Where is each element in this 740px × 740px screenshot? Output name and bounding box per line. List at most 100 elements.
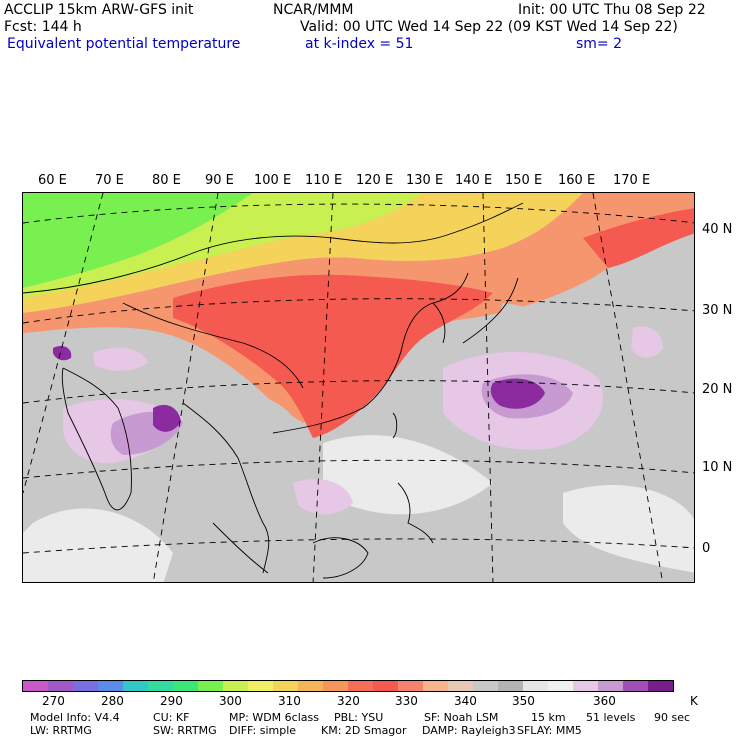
meridian-90e [152, 193, 219, 582]
lon-label: 160 E [558, 173, 596, 188]
model-info-item: SF: Noah LSM [424, 711, 499, 724]
coastlines [23, 202, 524, 579]
neutral-region [581, 298, 694, 413]
model-info-item: CU: KF [153, 711, 190, 724]
colorbar-swatch [198, 681, 223, 691]
model-info-item: Model Info: V4.4 [30, 711, 120, 724]
colorbar [22, 680, 674, 692]
level-index: at k-index = 51 [305, 36, 414, 52]
border-north [23, 202, 524, 294]
lat-label: 10 N [702, 460, 733, 475]
smoothing: sm= 2 [576, 36, 623, 52]
lon-label: 100 E [254, 173, 292, 188]
colorbar-label: 350 [512, 694, 535, 708]
graticule [23, 193, 694, 582]
coastline-taiwan [392, 412, 398, 439]
model-info-item: DAMP: Rayleigh3 [422, 724, 516, 737]
model-info-item: LW: RRTMG [30, 724, 92, 737]
colorbar-swatch [448, 681, 473, 691]
colorbar-label: 340 [454, 694, 477, 708]
lon-label: 130 E [406, 173, 444, 188]
colorbar-swatch [598, 681, 623, 691]
parallel-30n [23, 298, 694, 324]
lat-label: 0 [702, 541, 711, 556]
extreme-region [153, 404, 181, 432]
parallel-40n [23, 203, 694, 224]
coastline-india [61, 367, 132, 511]
colorbar-swatch [298, 681, 323, 691]
pale-region [323, 435, 493, 515]
organization: NCAR/MMM [273, 2, 354, 18]
field-name: Equivalent potential temperature [7, 36, 241, 52]
colorbar-swatch [98, 681, 123, 691]
model-info-item: MP: WDM 6class [229, 711, 319, 724]
humid-region [93, 347, 148, 371]
init-time: Init: 00 UTC Thu 08 Sep 22 [518, 2, 706, 18]
colorbar-swatch [248, 681, 273, 691]
border-tibet [122, 302, 304, 389]
parallel-10n [23, 459, 694, 479]
colorbar-label: K [690, 694, 698, 708]
coastline-borneo [312, 537, 369, 579]
model-info-item: SFLAY: MM5 [517, 724, 582, 737]
pale-region [563, 485, 694, 573]
hot-region [583, 208, 694, 268]
colorbar-label: 290 [160, 694, 183, 708]
neutral-region [340, 519, 483, 582]
lon-label: 110 E [305, 173, 343, 188]
colorbar-swatch [548, 681, 573, 691]
colorbar-swatch [523, 681, 548, 691]
coastline-seasia [182, 402, 270, 574]
parallel-20n [23, 380, 694, 404]
colorbar-swatch [398, 681, 423, 691]
colorbar-swatch [348, 681, 373, 691]
model-info-item: PBL: YSU [334, 711, 384, 724]
lon-label: 140 E [455, 173, 493, 188]
colorbar-swatch [273, 681, 298, 691]
parallel-0 [23, 538, 694, 554]
colorbar-label: 300 [219, 694, 242, 708]
lat-label: 40 N [702, 222, 733, 237]
mild-region [23, 193, 583, 313]
colorbar-label: 270 [42, 694, 65, 708]
colorbar-swatch [23, 681, 48, 691]
colorbar-label: 360 [593, 694, 616, 708]
extreme-region [490, 378, 545, 409]
colorbar-swatch [473, 681, 498, 691]
extreme-region [53, 346, 72, 361]
pale-region [23, 508, 173, 582]
valid-time: Valid: 00 UTC Wed 14 Sep 22 (09 KST Wed … [300, 19, 678, 35]
humid-region [293, 479, 353, 515]
lon-label: 170 E [613, 173, 651, 188]
model-title: ACCLIP 15km ARW-GFS init [4, 2, 194, 18]
colorbar-label: 310 [278, 694, 301, 708]
lat-label: 20 N [702, 382, 733, 397]
hot-region [173, 274, 493, 438]
model-info-item: DIFF: simple [229, 724, 297, 737]
colorbar-swatch [73, 681, 98, 691]
colorbar-swatch [623, 681, 648, 691]
theta-e-map [22, 192, 695, 583]
colorbar-label: 330 [395, 694, 418, 708]
lon-label: 90 E [205, 173, 234, 188]
coastline-sumatra [212, 522, 269, 574]
colorbar-swatch [423, 681, 448, 691]
colorbar-swatch [323, 681, 348, 691]
colorbar-swatch [48, 681, 73, 691]
model-info-item: KM: 2D Smagor [321, 724, 407, 737]
colorbar-label: 280 [101, 694, 124, 708]
neutral-region [213, 392, 304, 582]
model-info-item: 51 levels [586, 711, 636, 724]
colorbar-swatch [148, 681, 173, 691]
coastline-philippines [397, 482, 434, 544]
lon-label: 120 E [356, 173, 394, 188]
coastline-japan [462, 277, 519, 344]
map-canvas [23, 193, 694, 582]
lon-label: 70 E [95, 173, 124, 188]
meridian-70e [23, 193, 104, 494]
colorbar-swatch [173, 681, 198, 691]
humid-region [631, 326, 663, 358]
lon-label: 80 E [152, 173, 181, 188]
colorbar-swatch [223, 681, 248, 691]
model-info-item: 90 sec [654, 711, 691, 724]
